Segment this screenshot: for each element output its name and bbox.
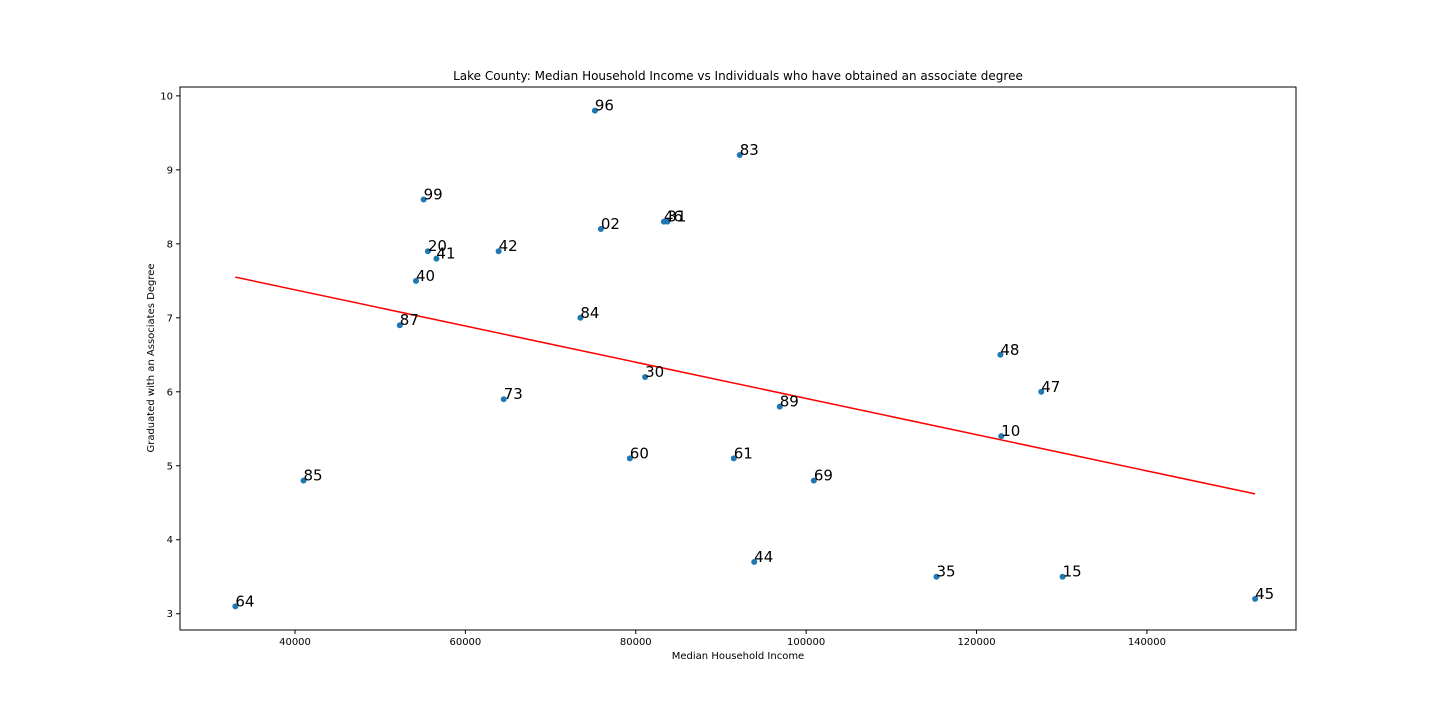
data-point	[1038, 388, 1045, 395]
data-point	[420, 196, 427, 203]
y-tick-label: 4	[167, 535, 173, 546]
data-point	[396, 322, 403, 329]
point-label: 10	[1001, 422, 1020, 440]
point-label: 41	[436, 245, 455, 263]
point-label: 46	[664, 208, 683, 226]
data-point	[500, 396, 507, 403]
point-label: 45	[1255, 585, 1274, 603]
x-tick-label: 80000	[620, 637, 652, 648]
y-axis-label: Graduated with an Associates Degree	[146, 263, 157, 452]
point-label: 35	[936, 563, 955, 581]
data-point	[424, 248, 431, 255]
point-label: 47	[1041, 378, 1060, 396]
regression-line	[235, 276, 1256, 495]
x-tick-label: 120000	[957, 637, 995, 648]
data-point	[495, 248, 502, 255]
y-tick-label: 8	[167, 239, 173, 250]
data-point	[591, 107, 598, 114]
data-point	[433, 255, 440, 262]
data-point	[642, 373, 649, 380]
point-label: 96	[595, 97, 614, 115]
point-label: 48	[1000, 341, 1019, 359]
data-point	[810, 477, 817, 484]
y-tick-label: 10	[160, 91, 173, 102]
point-label: 73	[504, 385, 523, 403]
point-label: 84	[580, 304, 599, 322]
data-point	[577, 314, 584, 321]
point-label: 20	[428, 237, 447, 255]
point-label: 30	[645, 363, 664, 381]
chart-title: Lake County: Median Household Income vs …	[453, 69, 1023, 83]
point-label: 99	[424, 185, 443, 203]
data-point	[597, 226, 604, 233]
point-label: 89	[780, 393, 799, 411]
point-label: 31	[667, 208, 686, 226]
data-point	[776, 403, 783, 410]
x-tick-label: 60000	[449, 637, 481, 648]
point-label: 60	[630, 444, 649, 462]
x-axis-label: Median Household Income	[672, 651, 804, 662]
data-point	[736, 152, 743, 159]
x-tick-label: 140000	[1128, 637, 1166, 648]
data-point	[1252, 595, 1259, 602]
data-point	[626, 455, 633, 462]
y-tick-label: 6	[167, 387, 173, 398]
data-point	[300, 477, 307, 484]
point-label: 85	[304, 467, 323, 485]
point-label: 87	[400, 311, 419, 329]
data-point	[1059, 573, 1066, 580]
point-label: 64	[235, 592, 254, 610]
y-tick-label: 3	[167, 609, 173, 620]
data-point	[751, 558, 758, 565]
plot-frame	[179, 86, 1297, 631]
y-tick-label: 5	[167, 461, 173, 472]
point-label: 40	[416, 267, 435, 285]
point-label: 61	[734, 444, 753, 462]
y-tick-label: 7	[167, 313, 173, 324]
data-point	[730, 455, 737, 462]
point-label: 15	[1063, 563, 1082, 581]
data-point	[997, 351, 1004, 358]
data-point	[412, 277, 419, 284]
point-label: 42	[499, 237, 518, 255]
data-point	[933, 573, 940, 580]
point-label: 02	[601, 215, 620, 233]
data-point	[998, 433, 1005, 440]
x-tick-label: 100000	[787, 637, 825, 648]
data-point	[232, 603, 239, 610]
point-label: 44	[754, 548, 773, 566]
point-label: 83	[740, 141, 759, 159]
data-point	[664, 218, 671, 225]
x-tick-label: 40000	[279, 637, 311, 648]
point-label: 69	[814, 467, 833, 485]
y-tick-label: 9	[167, 165, 173, 176]
